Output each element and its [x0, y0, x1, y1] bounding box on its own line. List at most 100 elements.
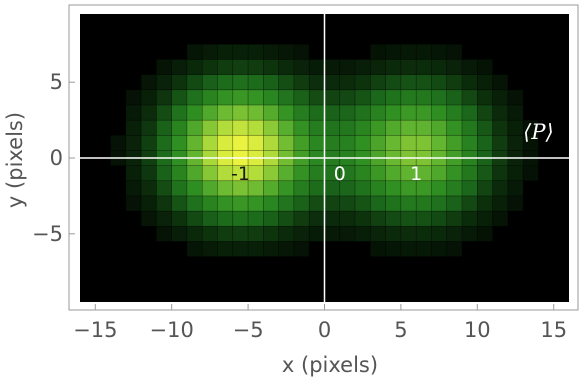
heatmap-cell	[247, 104, 264, 121]
heatmap-cell	[293, 241, 310, 257]
heatmap-cell	[201, 44, 218, 60]
heatmap-cell	[110, 134, 127, 151]
heatmap-cell	[156, 165, 172, 182]
heatmap-cell	[232, 59, 249, 75]
heatmap-cell	[263, 74, 279, 91]
heatmap-cell	[461, 119, 478, 136]
heatmap-cell	[217, 89, 234, 106]
heatmap-cell	[446, 59, 463, 75]
heatmap-cell	[507, 89, 524, 106]
heatmap-cell	[385, 104, 402, 121]
heatmap-cell	[385, 44, 402, 60]
heatmap-cell	[339, 104, 356, 121]
heatmap-cell	[415, 59, 432, 75]
heatmap-cell	[186, 104, 203, 121]
heatmap-cell	[415, 210, 432, 227]
heatmap-cell	[415, 119, 432, 136]
heatmap-cell	[217, 74, 234, 91]
heatmap-cell	[461, 195, 478, 212]
annotations: -1 0 1 ⟨P⟩	[231, 120, 554, 185]
heatmap-cell	[263, 165, 279, 182]
heatmap-cell	[370, 165, 386, 182]
heatmap-cell	[293, 74, 310, 91]
heatmap-cell	[431, 74, 448, 91]
heatmap-cell	[507, 134, 524, 151]
heatmap-cell	[156, 104, 172, 121]
heatmap-cell	[293, 165, 310, 182]
heatmap-cell	[446, 89, 463, 106]
heatmap-cell	[324, 134, 341, 151]
heatmap-cell	[415, 225, 432, 242]
heatmap-cell	[339, 134, 356, 151]
heatmap-cell	[186, 44, 203, 60]
heatmap-cell	[446, 104, 463, 121]
heatmap-cell	[400, 89, 417, 106]
heatmap-cell	[431, 134, 448, 151]
heatmap-cell	[171, 119, 188, 136]
heatmap-cell	[217, 104, 234, 121]
heatmap-cell	[293, 89, 310, 106]
heatmap-cell	[232, 195, 249, 212]
y-axis-label: y (pixels)	[3, 112, 27, 208]
heatmap-cell	[415, 74, 432, 91]
heatmap-cell	[477, 104, 493, 121]
x-axis-label: x (pixels)	[282, 353, 378, 377]
heatmap-cell	[354, 119, 371, 136]
heatmap-cell	[507, 180, 524, 197]
x-tick-label: 5	[394, 318, 407, 342]
heatmap-cell	[156, 89, 172, 106]
heatmap-cell	[201, 89, 218, 106]
heatmap-cell	[171, 165, 188, 182]
heatmap-cell	[339, 210, 356, 227]
heatmap-cell	[354, 180, 371, 197]
heatmap-cell	[324, 119, 341, 136]
heatmap-cell	[247, 74, 264, 91]
heatmap-cell	[171, 59, 188, 75]
heatmap-cell	[385, 241, 402, 257]
heatmap-cell	[247, 89, 264, 106]
heatmap-cell	[156, 225, 172, 242]
heatmap-cell	[232, 44, 249, 60]
heatmap-cell	[400, 59, 417, 75]
heatmap-cell	[431, 210, 448, 227]
heatmap-cell	[385, 119, 402, 136]
heatmap-cell	[232, 134, 249, 151]
heatmap-cell	[125, 119, 142, 136]
heatmap-cell	[339, 225, 356, 242]
heatmap-cell	[232, 119, 249, 136]
heatmap-cell	[140, 195, 157, 212]
heatmap-cell	[278, 89, 295, 106]
heatmap-cell	[232, 89, 249, 106]
heatmap-cell	[507, 119, 524, 136]
heatmap-cell	[492, 119, 509, 136]
heatmap-cell	[324, 59, 341, 75]
heatmap-cell	[477, 74, 493, 91]
heatmap-cell	[293, 180, 310, 197]
annotation-label: -1	[231, 163, 250, 185]
heatmap-cell	[278, 225, 295, 242]
heatmap-cell	[171, 89, 188, 106]
heatmap-cell	[400, 74, 417, 91]
heatmap-cell	[156, 210, 172, 227]
heatmap-cell	[186, 241, 203, 257]
x-tick-label: −5	[233, 318, 264, 342]
heatmap-cell	[278, 241, 295, 257]
heatmap-cell	[247, 165, 264, 182]
heatmap-cell	[385, 134, 402, 151]
heatmap-cell	[370, 74, 386, 91]
heatmap-cell	[140, 104, 157, 121]
heatmap-cell	[446, 119, 463, 136]
heatmap-cell	[477, 225, 493, 242]
heatmap-cell	[247, 241, 264, 257]
heatmap-cell	[293, 134, 310, 151]
heatmap-cell	[370, 59, 386, 75]
heatmap-cell	[201, 119, 218, 136]
heatmap-cell	[354, 74, 371, 91]
heatmap-cell	[446, 195, 463, 212]
heatmap-cell	[446, 44, 463, 60]
x-axis-ticks: −15 −10 −5 0 5 10 15	[73, 304, 567, 342]
heatmap-cell	[308, 134, 325, 151]
heatmap-cell	[385, 210, 402, 227]
heatmap-cell	[324, 89, 341, 106]
heatmap-cell	[263, 241, 279, 257]
